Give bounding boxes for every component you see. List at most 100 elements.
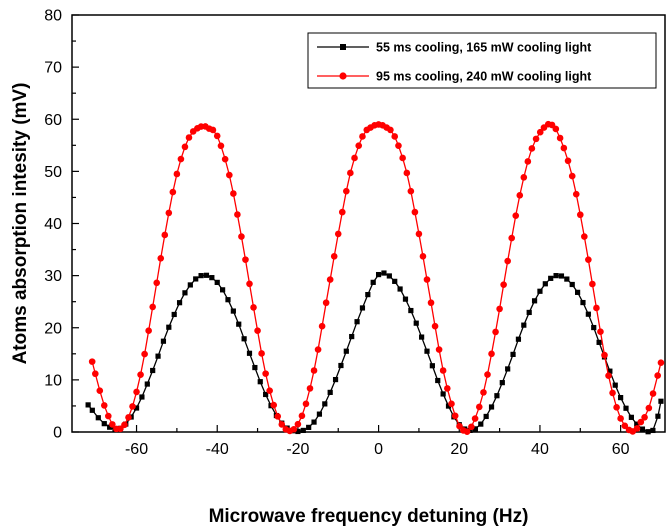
data-point xyxy=(182,290,188,296)
data-point xyxy=(246,350,253,356)
data-point xyxy=(634,421,640,427)
data-point xyxy=(419,253,427,260)
data-point xyxy=(580,299,586,306)
data-point xyxy=(144,381,150,387)
data-point xyxy=(574,289,581,295)
data-point xyxy=(262,370,269,377)
data-point xyxy=(347,169,354,177)
data-point xyxy=(155,353,161,359)
data-point xyxy=(318,322,326,330)
data-point xyxy=(515,336,522,342)
data-point xyxy=(133,405,140,411)
data-point xyxy=(121,421,128,429)
data-point xyxy=(306,424,312,430)
data-point xyxy=(137,371,144,378)
data-point xyxy=(623,405,629,411)
data-point xyxy=(572,190,580,198)
data-point xyxy=(439,367,447,374)
data-point xyxy=(311,419,317,425)
data-point xyxy=(444,385,451,392)
series-line xyxy=(87,272,662,433)
data-point xyxy=(177,155,185,163)
data-point xyxy=(645,429,651,435)
data-point xyxy=(607,368,613,374)
data-point xyxy=(556,134,564,142)
data-point xyxy=(165,209,173,217)
data-point xyxy=(355,142,363,149)
data-point xyxy=(605,372,612,380)
data-point xyxy=(139,394,145,400)
data-point xyxy=(129,403,136,410)
data-point xyxy=(576,211,584,219)
data-point xyxy=(203,272,210,278)
data-point xyxy=(440,391,446,397)
data-point xyxy=(230,308,236,314)
data-point xyxy=(419,334,425,340)
data-point xyxy=(89,407,95,413)
data-point xyxy=(553,273,559,279)
data-point xyxy=(88,358,96,365)
series-0 xyxy=(85,270,664,435)
data-point xyxy=(488,404,495,410)
data-point xyxy=(185,134,193,141)
data-point xyxy=(596,339,602,345)
data-point xyxy=(505,366,511,372)
data-point xyxy=(214,279,220,286)
data-point xyxy=(246,280,253,288)
y-tick-label: 50 xyxy=(44,164,62,181)
data-point xyxy=(316,411,323,417)
data-point xyxy=(149,303,156,311)
data-point xyxy=(510,351,516,357)
data-point xyxy=(508,234,516,242)
data-point xyxy=(526,309,532,316)
data-point xyxy=(445,403,452,409)
x-tick-label: 20 xyxy=(450,441,468,458)
data-point xyxy=(193,276,199,282)
data-point xyxy=(478,421,484,427)
data-point xyxy=(424,348,430,354)
tick-labels: -60 -40 -20 0 20 40 60 0 10 20 30 40 50 60 70 80 xyxy=(44,8,629,459)
data-point xyxy=(274,413,282,420)
data-point xyxy=(617,415,624,422)
data-point xyxy=(429,363,435,369)
data-point xyxy=(391,133,399,140)
data-point xyxy=(351,154,358,162)
data-point xyxy=(520,174,528,181)
data-point xyxy=(423,276,431,283)
data-point xyxy=(92,370,99,378)
data-point xyxy=(494,393,500,399)
y-tick-label: 0 xyxy=(53,425,62,442)
data-point xyxy=(171,311,177,318)
data-point xyxy=(448,400,455,408)
data-point xyxy=(548,275,554,281)
data-point xyxy=(537,288,543,294)
data-point xyxy=(370,279,376,285)
data-point xyxy=(456,422,463,430)
data-point xyxy=(591,324,597,331)
data-point xyxy=(521,322,527,328)
data-point xyxy=(105,412,112,420)
data-point xyxy=(359,133,366,140)
legend: 55 ms cooling, 165 mW cooling light 95 m… xyxy=(307,32,657,89)
data-point xyxy=(125,414,132,421)
data-point xyxy=(160,338,167,344)
data-point xyxy=(463,428,471,435)
data-point xyxy=(483,413,489,420)
data-point xyxy=(354,319,360,325)
data-point xyxy=(314,346,322,353)
data-point xyxy=(512,212,520,219)
data-point xyxy=(531,298,538,304)
data-point xyxy=(241,336,247,342)
data-point xyxy=(322,401,328,407)
data-point xyxy=(402,296,409,302)
data-point xyxy=(133,388,140,396)
data-point xyxy=(258,350,265,357)
x-tick-label: 60 xyxy=(612,441,630,458)
data-point xyxy=(322,299,330,307)
data-point xyxy=(266,387,273,394)
data-point xyxy=(435,377,441,384)
data-point xyxy=(581,233,588,240)
data-point xyxy=(226,171,233,179)
data-point xyxy=(558,273,565,279)
x-tick-label: -60 xyxy=(125,441,148,458)
